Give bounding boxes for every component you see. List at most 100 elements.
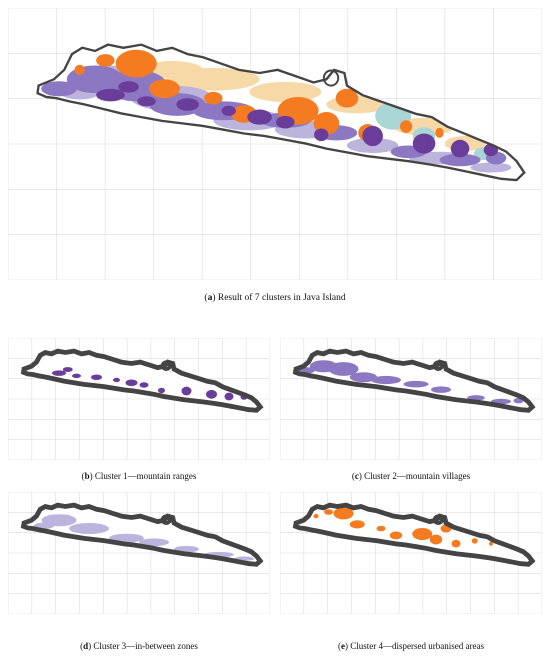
- caption-a-text: Result of 7 clusters in Java Island: [217, 293, 346, 303]
- cluster4-area: [471, 538, 478, 544]
- cluster4-area: [429, 534, 443, 545]
- cluster-layers: [34, 514, 254, 561]
- caption-a-label: a: [207, 293, 213, 303]
- cluster4-area: [96, 54, 115, 67]
- cluster3-area: [139, 538, 169, 547]
- island-fill-extra: [323, 70, 339, 86]
- cluster1-area: [181, 386, 192, 396]
- cluster1-area: [412, 133, 436, 154]
- cluster4-area: [204, 91, 223, 105]
- map-panel-a: [8, 8, 542, 280]
- cluster4-area: [313, 513, 319, 519]
- caption-d: (d) Cluster 3—in-between zones: [80, 641, 198, 651]
- caption-e-label: e: [341, 641, 346, 651]
- cluster1-area: [362, 125, 383, 147]
- cluster1-area: [52, 370, 66, 376]
- cluster1-area: [176, 98, 199, 111]
- island-outline: [296, 505, 533, 564]
- cluster1-area: [96, 88, 125, 102]
- cluster4-area: [376, 525, 386, 532]
- cluster1-area: [158, 387, 165, 394]
- cluster1-area: [224, 392, 234, 401]
- cluster1-area: [72, 373, 81, 379]
- cluster-layers: [41, 49, 512, 173]
- map-panel-b: [8, 338, 270, 460]
- cluster1-area: [206, 389, 217, 399]
- caption-d-text: Cluster 3—in-between zones: [93, 641, 198, 651]
- island-fill: [23, 505, 261, 565]
- cluster1-area: [118, 81, 139, 93]
- cluster1-area: [450, 139, 470, 158]
- caption-b-label: b: [84, 471, 90, 481]
- cluster4-layer: [313, 507, 493, 548]
- cluster4-area: [333, 507, 354, 520]
- cluster2-area: [439, 153, 481, 167]
- caption-a: (a) Result of 7 clusters in Java Island: [204, 293, 346, 303]
- cluster4-area: [435, 127, 444, 138]
- island-fill: [23, 351, 261, 411]
- cluster4-area: [74, 64, 85, 75]
- island-outline-extra: [163, 516, 170, 523]
- cluster3-area: [109, 533, 144, 543]
- island-group: [38, 45, 525, 180]
- cluster1-area: [137, 96, 156, 107]
- cluster2-area: [41, 81, 78, 97]
- cluster3-area: [470, 162, 512, 173]
- cluster1-area: [62, 367, 73, 373]
- island-outline: [296, 351, 533, 410]
- cluster1-area: [221, 105, 236, 116]
- cluster3-area: [69, 523, 109, 534]
- cluster1-layer: [96, 81, 499, 158]
- cluster2-area: [431, 386, 451, 393]
- cluster4-area: [349, 520, 365, 529]
- caption-b: (b) Cluster 1—mountain ranges: [81, 471, 197, 481]
- cluster4-area: [149, 79, 180, 99]
- cluster4-area: [489, 541, 493, 546]
- map-panel-e: [280, 492, 542, 614]
- cluster1-area: [91, 374, 102, 380]
- island-group: [296, 505, 533, 564]
- island-group: [24, 351, 261, 410]
- cluster4-area: [389, 531, 403, 540]
- cluster1-area: [113, 377, 120, 383]
- cluster-layers: [313, 507, 493, 548]
- cluster1-area: [276, 115, 295, 129]
- island-group: [24, 505, 261, 564]
- island-outline: [24, 351, 261, 410]
- map-c-svg: [280, 338, 542, 460]
- cluster1-area: [139, 382, 149, 388]
- map-panel-d: [8, 492, 270, 614]
- caption-c-label: c: [354, 471, 359, 481]
- caption-b-text: Cluster 1—mountain ranges: [94, 471, 197, 481]
- cluster2-area: [349, 372, 378, 383]
- cluster3-layer: [34, 514, 254, 561]
- cluster2-area: [403, 380, 429, 388]
- cluster4-area: [412, 527, 433, 541]
- island-outline-extra: [163, 362, 170, 369]
- caption-c-text: Cluster 2—mountain villages: [364, 471, 471, 481]
- island-outline-extra: [324, 70, 338, 85]
- cluster4-area: [399, 120, 413, 133]
- caption-d-label: d: [83, 641, 89, 651]
- caption-e: (e) Cluster 4—dispersed urbanised areas: [338, 641, 484, 651]
- cluster2-area: [371, 375, 401, 385]
- cluster4-area: [324, 509, 333, 515]
- island-outline-extra: [435, 362, 442, 369]
- cluster4-area: [115, 49, 157, 78]
- cluster1-area: [314, 128, 329, 142]
- caption-e-text: Cluster 4—dispersed urbanised areas: [350, 641, 484, 651]
- cluster3-area: [34, 522, 54, 530]
- map-b-svg: [8, 338, 270, 460]
- island-outline: [24, 505, 261, 564]
- caption-c: (c) Cluster 2—mountain villages: [351, 471, 471, 481]
- cluster1-area: [247, 109, 272, 125]
- map-d-svg: [8, 492, 270, 614]
- island-outline-extra: [435, 516, 442, 523]
- cluster5-area: [249, 81, 322, 102]
- map-e-svg: [280, 492, 542, 614]
- cluster2-area: [328, 362, 359, 376]
- island-group: [296, 351, 533, 410]
- cluster4-area: [451, 539, 461, 548]
- cluster1-area: [125, 379, 138, 387]
- island-outline: [38, 45, 525, 180]
